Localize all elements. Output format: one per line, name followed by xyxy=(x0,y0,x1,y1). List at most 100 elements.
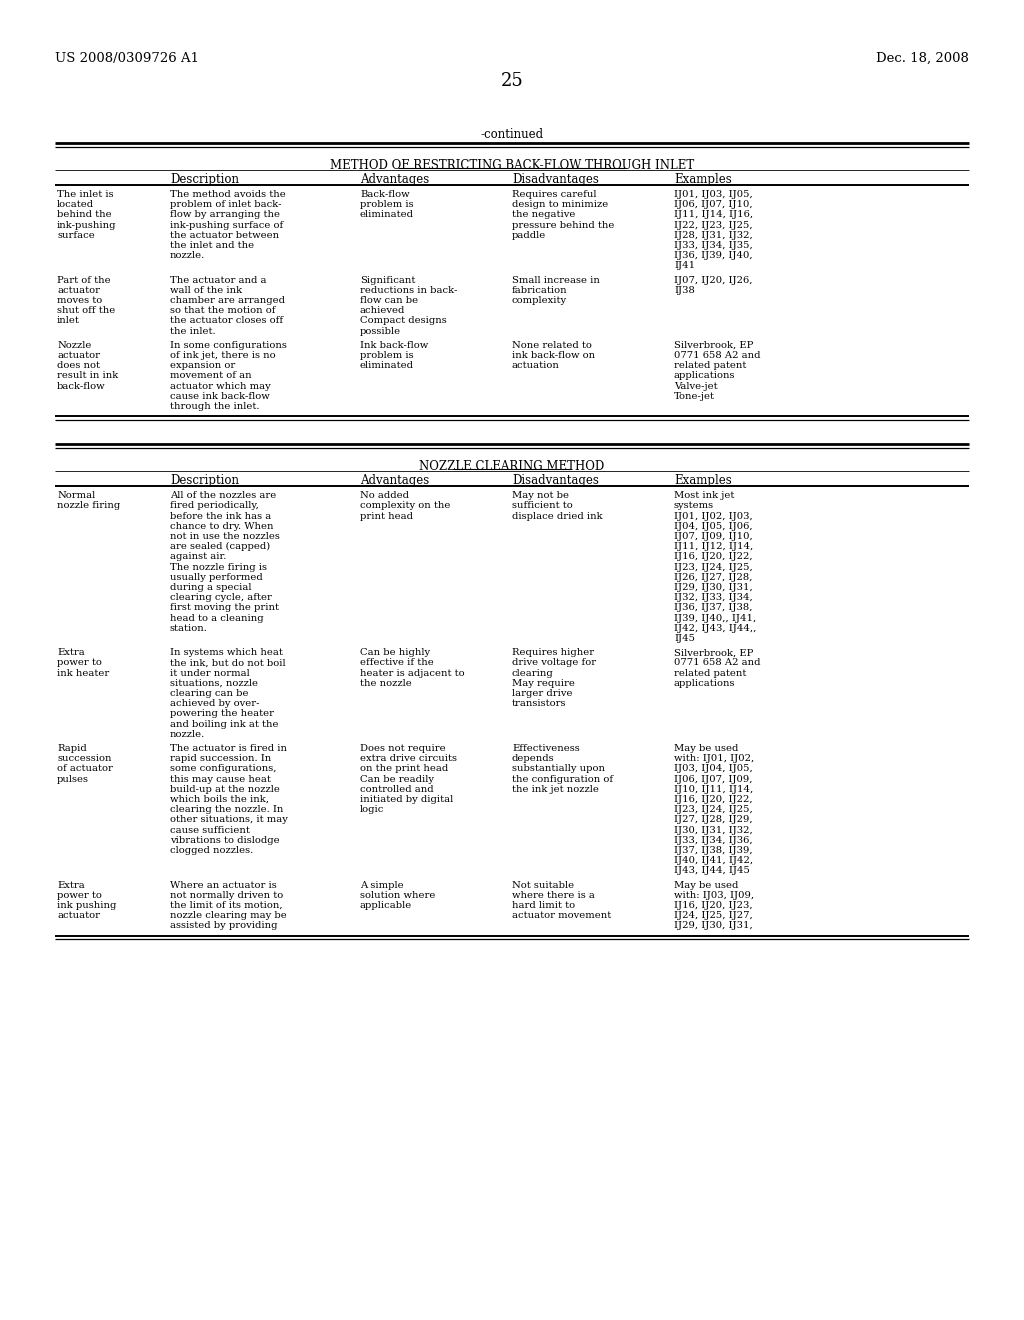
Text: power to: power to xyxy=(57,659,101,668)
Text: IJ41: IJ41 xyxy=(674,261,695,271)
Text: Silverbrook, EP: Silverbrook, EP xyxy=(674,648,754,657)
Text: nozzle.: nozzle. xyxy=(170,251,205,260)
Text: Can be highly: Can be highly xyxy=(360,648,430,657)
Text: IJ16, IJ20, IJ23,: IJ16, IJ20, IJ23, xyxy=(674,902,753,909)
Text: Normal: Normal xyxy=(57,491,95,500)
Text: station.: station. xyxy=(170,624,208,632)
Text: Requires careful: Requires careful xyxy=(512,190,597,199)
Text: extra drive circuits: extra drive circuits xyxy=(360,754,457,763)
Text: IJ04, IJ05, IJ06,: IJ04, IJ05, IJ06, xyxy=(674,521,753,531)
Text: initiated by digital: initiated by digital xyxy=(360,795,454,804)
Text: inlet: inlet xyxy=(57,317,80,326)
Text: Back-flow: Back-flow xyxy=(360,190,410,199)
Text: surface: surface xyxy=(57,231,95,240)
Text: the nozzle: the nozzle xyxy=(360,678,412,688)
Text: clogged nozzles.: clogged nozzles. xyxy=(170,846,253,855)
Text: The actuator and a: The actuator and a xyxy=(170,276,266,285)
Text: applications: applications xyxy=(674,371,735,380)
Text: Examples: Examples xyxy=(674,474,732,487)
Text: actuator: actuator xyxy=(57,911,100,920)
Text: applicable: applicable xyxy=(360,902,413,909)
Text: The method avoids the: The method avoids the xyxy=(170,190,286,199)
Text: Requires higher: Requires higher xyxy=(512,648,594,657)
Text: In some configurations: In some configurations xyxy=(170,341,287,350)
Text: A simple: A simple xyxy=(360,880,403,890)
Text: result in ink: result in ink xyxy=(57,371,118,380)
Text: IJ27, IJ28, IJ29,: IJ27, IJ28, IJ29, xyxy=(674,816,753,825)
Text: IJ23, IJ24, IJ25,: IJ23, IJ24, IJ25, xyxy=(674,562,753,572)
Text: actuator: actuator xyxy=(57,351,100,360)
Text: IJ36, IJ39, IJ40,: IJ36, IJ39, IJ40, xyxy=(674,251,753,260)
Text: hard limit to: hard limit to xyxy=(512,902,575,909)
Text: related patent: related patent xyxy=(674,669,746,677)
Text: assisted by providing: assisted by providing xyxy=(170,921,278,931)
Text: IJ32, IJ33, IJ34,: IJ32, IJ33, IJ34, xyxy=(674,593,753,602)
Text: not normally driven to: not normally driven to xyxy=(170,891,284,900)
Text: and boiling ink at the: and boiling ink at the xyxy=(170,719,279,729)
Text: ink back-flow on: ink back-flow on xyxy=(512,351,595,360)
Text: related patent: related patent xyxy=(674,362,746,370)
Text: Disadvantages: Disadvantages xyxy=(512,173,599,186)
Text: against air.: against air. xyxy=(170,552,226,561)
Text: the negative: the negative xyxy=(512,210,575,219)
Text: eliminated: eliminated xyxy=(360,362,414,370)
Text: displace dried ink: displace dried ink xyxy=(512,512,603,520)
Text: moves to: moves to xyxy=(57,296,102,305)
Text: All of the nozzles are: All of the nozzles are xyxy=(170,491,276,500)
Text: IJ16, IJ20, IJ22,: IJ16, IJ20, IJ22, xyxy=(674,795,753,804)
Text: -continued: -continued xyxy=(480,128,544,141)
Text: Ink back-flow: Ink back-flow xyxy=(360,341,428,350)
Text: IJ45: IJ45 xyxy=(674,634,695,643)
Text: Valve-jet: Valve-jet xyxy=(674,381,718,391)
Text: solution where: solution where xyxy=(360,891,435,900)
Text: IJ42, IJ43, IJ44,,: IJ42, IJ43, IJ44,, xyxy=(674,624,757,632)
Text: problem of inlet back-: problem of inlet back- xyxy=(170,201,282,209)
Text: the actuator between: the actuator between xyxy=(170,231,280,240)
Text: chance to dry. When: chance to dry. When xyxy=(170,521,273,531)
Text: actuator movement: actuator movement xyxy=(512,911,611,920)
Text: situations, nozzle: situations, nozzle xyxy=(170,678,258,688)
Text: systems: systems xyxy=(674,502,714,511)
Text: succession: succession xyxy=(57,754,112,763)
Text: drive voltage for: drive voltage for xyxy=(512,659,596,668)
Text: wall of the ink: wall of the ink xyxy=(170,286,242,294)
Text: heater is adjacent to: heater is adjacent to xyxy=(360,669,465,677)
Text: No added: No added xyxy=(360,491,409,500)
Text: Tone-jet: Tone-jet xyxy=(674,392,715,401)
Text: flow by arranging the: flow by arranging the xyxy=(170,210,280,219)
Text: Description: Description xyxy=(170,474,239,487)
Text: Description: Description xyxy=(170,173,239,186)
Text: 0771 658 A2 and: 0771 658 A2 and xyxy=(674,659,761,668)
Text: IJ38: IJ38 xyxy=(674,286,695,294)
Text: located: located xyxy=(57,201,94,209)
Text: controlled and: controlled and xyxy=(360,785,433,793)
Text: Disadvantages: Disadvantages xyxy=(512,474,599,487)
Text: this may cause heat: this may cause heat xyxy=(170,775,271,784)
Text: other situations, it may: other situations, it may xyxy=(170,816,288,825)
Text: expansion or: expansion or xyxy=(170,362,236,370)
Text: Most ink jet: Most ink jet xyxy=(674,491,734,500)
Text: May be used: May be used xyxy=(674,880,738,890)
Text: print head: print head xyxy=(360,512,413,520)
Text: Extra: Extra xyxy=(57,880,85,890)
Text: Significant: Significant xyxy=(360,276,416,285)
Text: the inlet.: the inlet. xyxy=(170,326,216,335)
Text: IJ23, IJ24, IJ25,: IJ23, IJ24, IJ25, xyxy=(674,805,753,814)
Text: nozzle firing: nozzle firing xyxy=(57,502,120,511)
Text: possible: possible xyxy=(360,326,401,335)
Text: the actuator closes off: the actuator closes off xyxy=(170,317,283,326)
Text: does not: does not xyxy=(57,362,100,370)
Text: nozzle.: nozzle. xyxy=(170,730,205,739)
Text: IJ06, IJ07, IJ10,: IJ06, IJ07, IJ10, xyxy=(674,201,753,209)
Text: ink-pushing surface of: ink-pushing surface of xyxy=(170,220,284,230)
Text: actuator which may: actuator which may xyxy=(170,381,270,391)
Text: back-flow: back-flow xyxy=(57,381,105,391)
Text: May be used: May be used xyxy=(674,744,738,752)
Text: IJ16, IJ20, IJ22,: IJ16, IJ20, IJ22, xyxy=(674,552,753,561)
Text: Where an actuator is: Where an actuator is xyxy=(170,880,276,890)
Text: US 2008/0309726 A1: US 2008/0309726 A1 xyxy=(55,51,199,65)
Text: Extra: Extra xyxy=(57,648,85,657)
Text: during a special: during a special xyxy=(170,583,252,591)
Text: IJ26, IJ27, IJ28,: IJ26, IJ27, IJ28, xyxy=(674,573,753,582)
Text: IJ22, IJ23, IJ25,: IJ22, IJ23, IJ25, xyxy=(674,220,753,230)
